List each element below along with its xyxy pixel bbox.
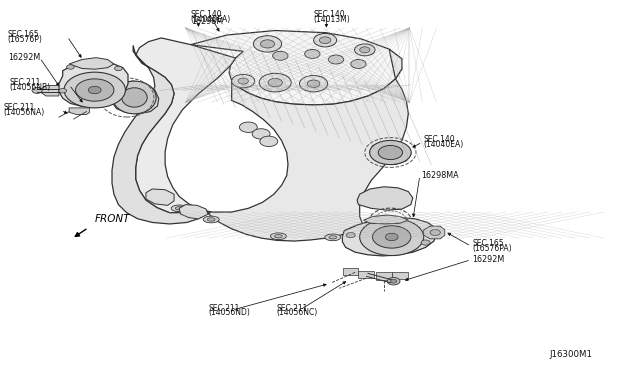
Text: 16292M: 16292M	[472, 255, 504, 264]
Circle shape	[305, 49, 320, 58]
Polygon shape	[59, 61, 128, 107]
Polygon shape	[69, 108, 90, 115]
Circle shape	[59, 89, 67, 93]
Circle shape	[115, 66, 122, 71]
Circle shape	[238, 78, 248, 84]
Circle shape	[76, 79, 114, 101]
Circle shape	[385, 233, 398, 241]
Polygon shape	[342, 218, 436, 256]
Text: J16300M1: J16300M1	[549, 350, 592, 359]
Circle shape	[346, 232, 355, 238]
Circle shape	[232, 74, 255, 88]
Circle shape	[88, 86, 101, 94]
Text: (14056NC): (14056NC)	[276, 308, 317, 317]
Polygon shape	[136, 38, 236, 213]
Text: SEC.211: SEC.211	[10, 78, 41, 87]
Ellipse shape	[172, 205, 188, 212]
Circle shape	[372, 226, 411, 248]
Ellipse shape	[378, 145, 403, 160]
Circle shape	[319, 37, 331, 44]
Text: SEC.140: SEC.140	[191, 10, 222, 19]
Text: (16576PA): (16576PA)	[472, 244, 512, 253]
Polygon shape	[392, 272, 408, 279]
Text: (14040EA): (14040EA)	[424, 140, 464, 149]
Circle shape	[32, 87, 42, 93]
Circle shape	[259, 73, 291, 92]
Text: (14040EA): (14040EA)	[191, 15, 231, 24]
Text: SEC.140: SEC.140	[314, 10, 345, 19]
Circle shape	[273, 51, 288, 60]
Polygon shape	[146, 189, 174, 205]
Polygon shape	[208, 49, 408, 241]
Ellipse shape	[275, 235, 282, 238]
Ellipse shape	[270, 233, 287, 240]
Ellipse shape	[122, 88, 147, 107]
Polygon shape	[364, 215, 408, 224]
Circle shape	[360, 47, 370, 53]
Polygon shape	[358, 271, 374, 278]
Circle shape	[355, 44, 375, 56]
Circle shape	[64, 72, 125, 108]
Polygon shape	[42, 86, 59, 96]
Text: (14056ND): (14056ND)	[209, 308, 250, 317]
Polygon shape	[424, 226, 445, 239]
Ellipse shape	[207, 218, 215, 221]
Circle shape	[307, 80, 320, 87]
Polygon shape	[191, 31, 402, 105]
Circle shape	[67, 65, 74, 69]
Polygon shape	[343, 268, 358, 275]
Circle shape	[260, 136, 278, 147]
Circle shape	[239, 122, 257, 132]
Circle shape	[260, 40, 275, 48]
Text: SEC.165: SEC.165	[472, 239, 504, 248]
Ellipse shape	[325, 234, 341, 241]
Polygon shape	[112, 45, 211, 224]
Text: SEC.211: SEC.211	[276, 304, 308, 312]
Text: (14013M): (14013M)	[314, 15, 350, 24]
Text: (14056NB): (14056NB)	[10, 83, 51, 92]
Circle shape	[430, 230, 440, 235]
Circle shape	[328, 55, 344, 64]
Text: SEC.165: SEC.165	[8, 30, 39, 39]
Circle shape	[252, 129, 270, 139]
Polygon shape	[370, 142, 411, 164]
Circle shape	[253, 36, 282, 52]
Circle shape	[314, 33, 337, 47]
Text: SEC.211: SEC.211	[209, 304, 240, 312]
Text: SEC.211: SEC.211	[3, 103, 35, 112]
Polygon shape	[179, 205, 208, 219]
Circle shape	[360, 218, 424, 256]
Polygon shape	[376, 272, 392, 280]
Polygon shape	[112, 81, 159, 114]
Ellipse shape	[175, 207, 183, 210]
Text: FRONT: FRONT	[95, 214, 130, 224]
Ellipse shape	[370, 141, 412, 165]
Circle shape	[268, 78, 282, 87]
Ellipse shape	[329, 236, 337, 239]
Circle shape	[351, 60, 366, 68]
Text: 16298M: 16298M	[191, 17, 223, 26]
Circle shape	[300, 76, 328, 92]
Text: 16292M: 16292M	[8, 53, 40, 62]
Ellipse shape	[204, 216, 219, 223]
Polygon shape	[357, 187, 413, 210]
Circle shape	[390, 279, 397, 283]
Text: (16576P): (16576P)	[8, 35, 42, 44]
Text: 16298MA: 16298MA	[421, 171, 459, 180]
Circle shape	[421, 240, 430, 245]
Text: SEC.140: SEC.140	[424, 135, 455, 144]
Ellipse shape	[113, 81, 156, 114]
Polygon shape	[69, 58, 114, 69]
Text: (14056NA): (14056NA)	[3, 108, 44, 117]
Circle shape	[387, 278, 400, 285]
